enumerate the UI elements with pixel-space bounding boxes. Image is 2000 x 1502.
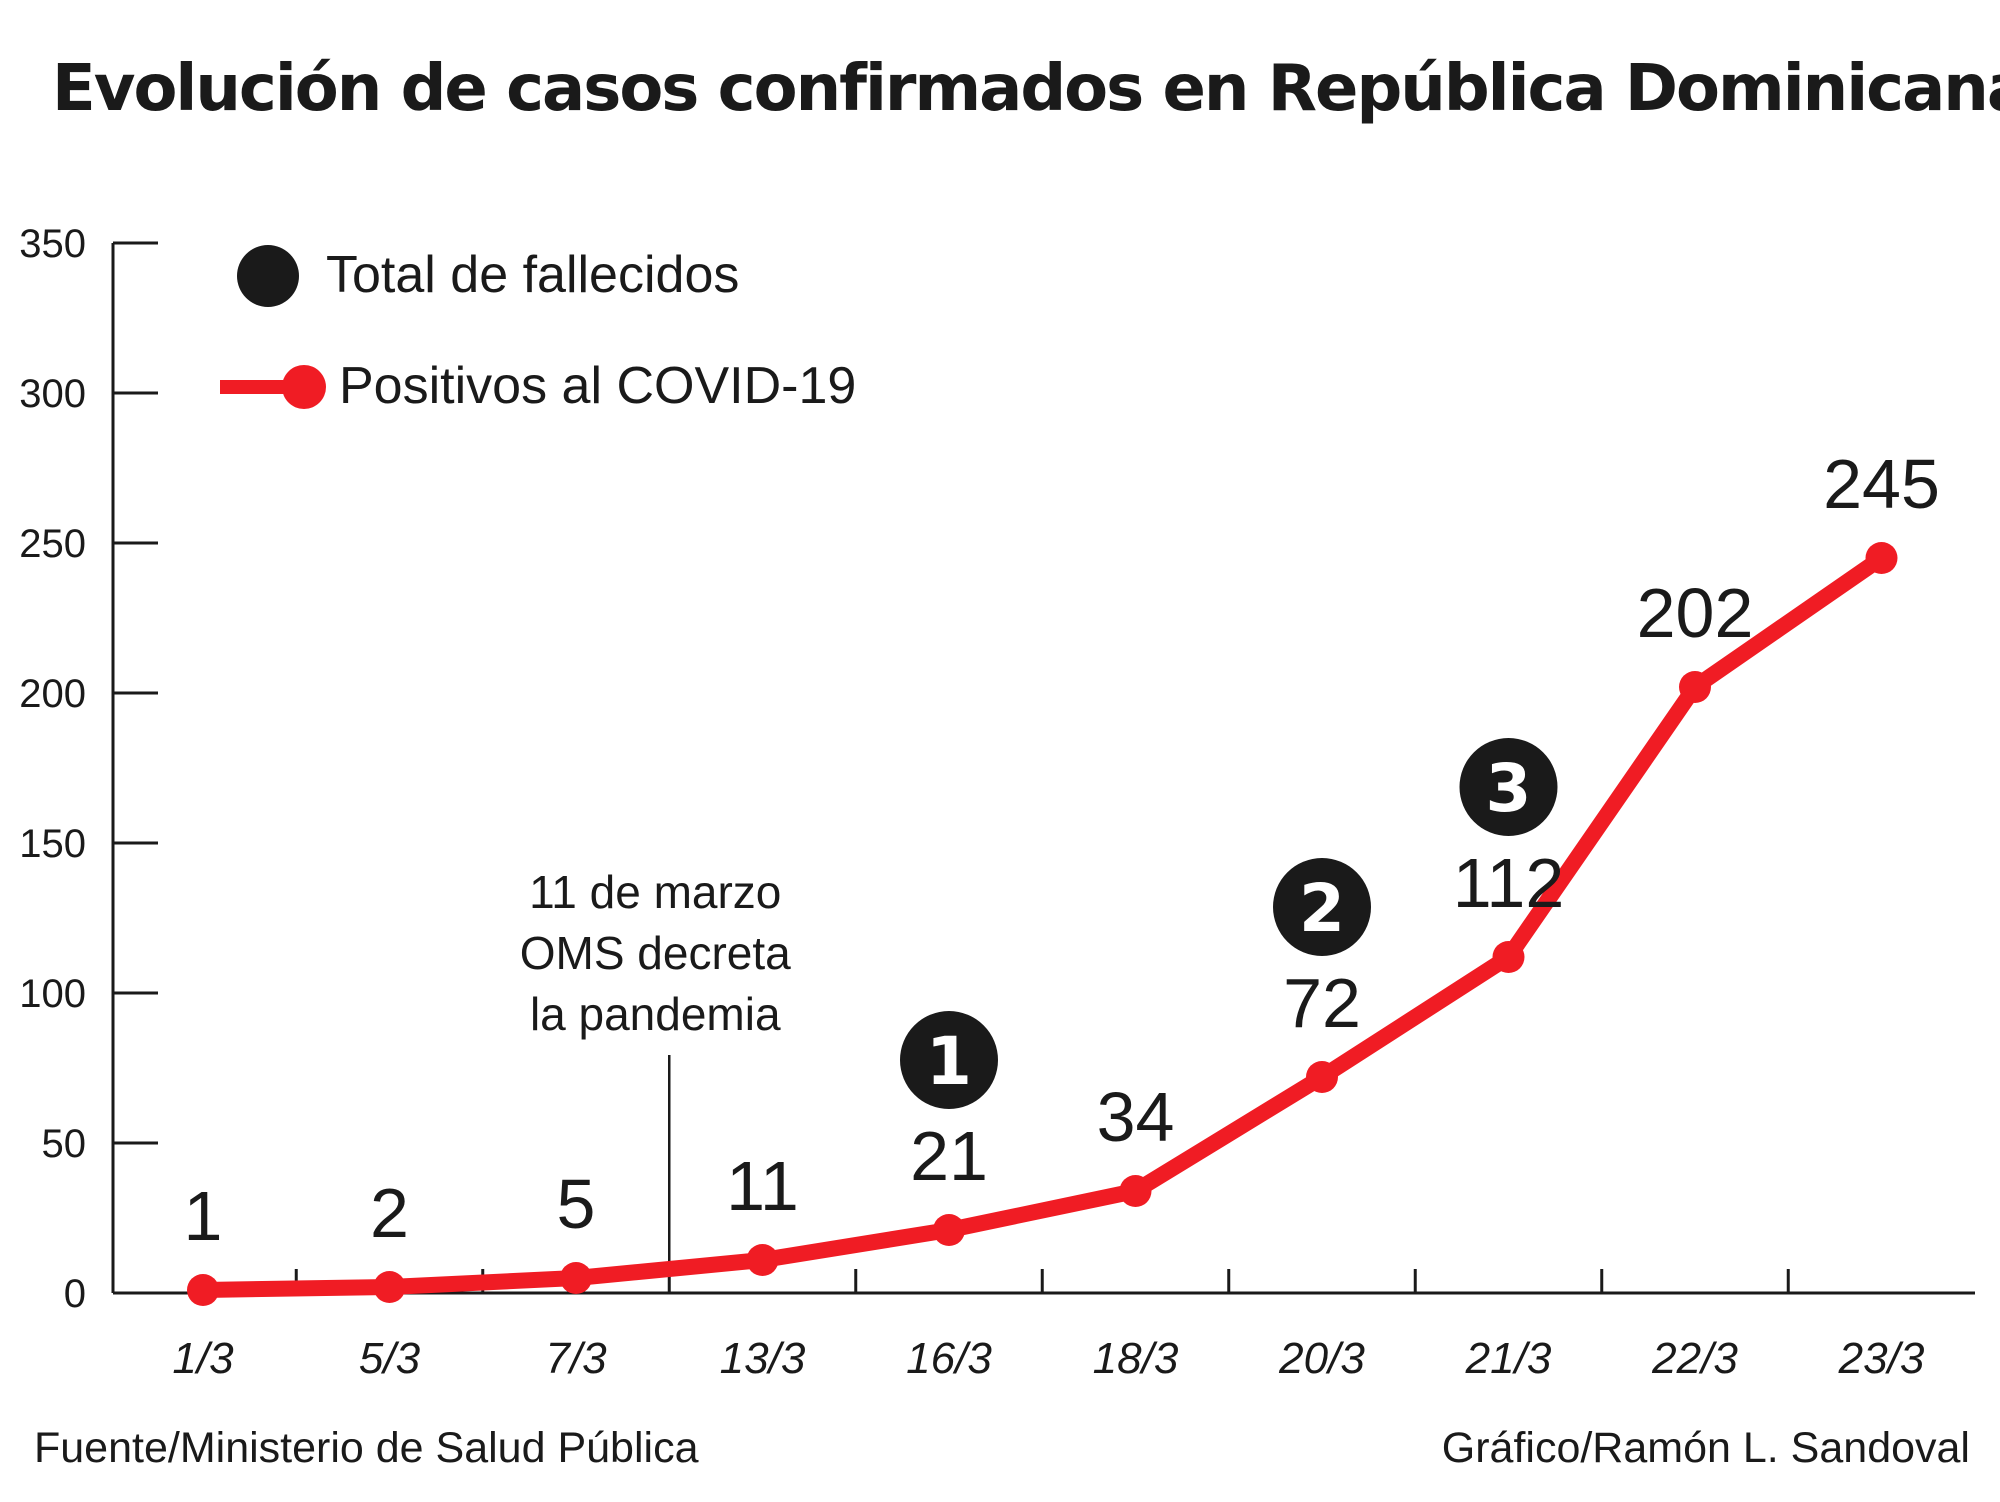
y-tick-label: 350 — [19, 222, 86, 266]
death-marker — [900, 1011, 998, 1109]
cases-point — [1865, 542, 1898, 574]
cases-line — [195, 550, 1890, 1298]
x-tick-label: 16/3 — [906, 1334, 992, 1383]
x-tick-label: 23/3 — [1838, 1334, 1925, 1383]
cases-point — [933, 1214, 965, 1246]
cases-point — [1679, 671, 1711, 703]
chart-title: Evolución de casos confirmados en Repúbl… — [52, 52, 2000, 126]
deaths-series: 1 2 3 — [900, 738, 1558, 1109]
cases-data-label: 72 — [1283, 964, 1361, 1042]
cases-data-label: 11 — [726, 1147, 799, 1225]
annotation-text: 11 de marzo — [529, 866, 781, 918]
y-tick-label: 100 — [19, 972, 86, 1016]
x-tick-label: 22/3 — [1651, 1334, 1738, 1383]
x-tick-label: 1/3 — [172, 1334, 234, 1383]
annotation-text: OMS decreta — [520, 927, 791, 979]
y-tick-label: 200 — [19, 672, 86, 716]
pandemic-annotation: 11 de marzo OMS decreta la pandemia — [520, 866, 791, 1293]
annotation-text: la pandemia — [530, 988, 781, 1040]
legend-cases-label: Positivos al COVID-19 — [339, 357, 856, 415]
chart-legend: Total de fallecidos Positivos al COVID-19 — [220, 245, 856, 415]
x-tick-label: 18/3 — [1093, 1334, 1179, 1383]
cases-point — [373, 1271, 406, 1303]
x-tick-label: 20/3 — [1278, 1334, 1365, 1383]
death-marker — [1273, 858, 1371, 956]
x-tick-label: 13/3 — [720, 1334, 806, 1383]
graphic-credit: Gráfico/Ramón L. Sandoval — [1441, 1424, 1970, 1472]
x-tick-label: 5/3 — [359, 1334, 421, 1383]
legend-deaths-label: Total de fallecidos — [326, 246, 739, 304]
death-count-label: 1 — [926, 1023, 972, 1100]
cases-data-label: 5 — [557, 1165, 596, 1243]
y-tick-label: 50 — [42, 1122, 87, 1166]
cases-data-label: 1 — [184, 1177, 223, 1255]
y-tick-label: 250 — [19, 522, 86, 566]
cases-point — [746, 1244, 779, 1276]
cases-data-label: 34 — [1097, 1078, 1175, 1156]
y-tick-label: 300 — [19, 372, 86, 416]
death-count-label: 3 — [1486, 750, 1532, 827]
cases-point — [1306, 1061, 1338, 1093]
cases-point — [187, 1274, 219, 1306]
x-tick-label: 7/3 — [545, 1334, 607, 1383]
cases-data-label: 2 — [370, 1174, 409, 1252]
y-tick-label: 150 — [19, 822, 86, 866]
cases-point — [1492, 941, 1525, 973]
death-marker — [1459, 738, 1558, 836]
cases-data-label: 202 — [1637, 574, 1754, 652]
y-tick-label: 0 — [64, 1272, 86, 1316]
cases-point — [1119, 1175, 1152, 1207]
chart-axes: 0 50 100 150 200 250 300 350 1/3 5/3 7/3 13/3 16/3 18… — [19, 222, 1975, 1383]
cases-data-label: 21 — [910, 1117, 988, 1195]
death-count-label: 2 — [1299, 870, 1345, 947]
cases-data-label: 112 — [1453, 844, 1565, 922]
legend-cases-marker — [282, 365, 326, 409]
legend-deaths-marker — [237, 245, 299, 307]
cases-point — [560, 1262, 592, 1294]
source-note: Fuente/Ministerio de Salud Pública — [34, 1424, 699, 1472]
x-tick-label: 21/3 — [1465, 1334, 1552, 1383]
cases-data-label: 245 — [1823, 445, 1940, 523]
